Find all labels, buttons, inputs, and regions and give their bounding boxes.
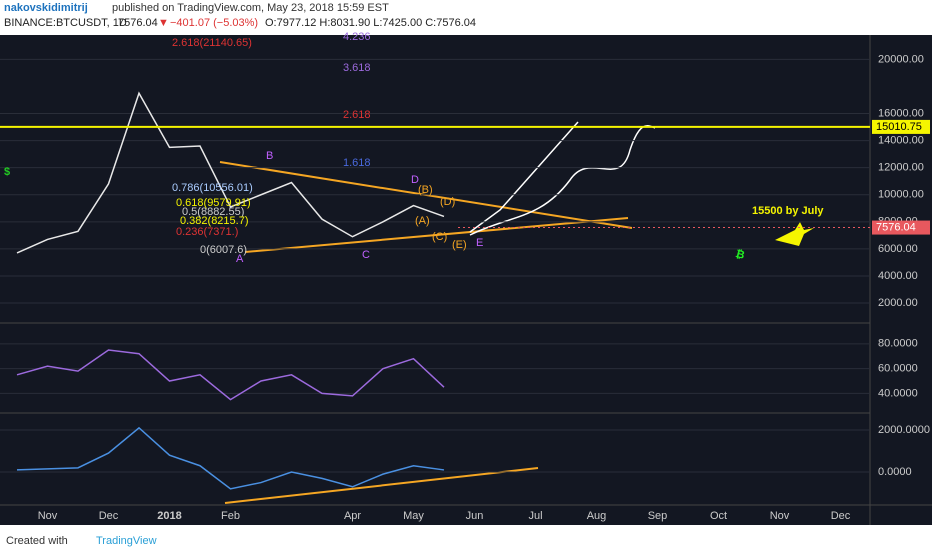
price-tag <box>872 119 930 134</box>
footer-created: Created with <box>6 535 68 547</box>
x-tick-label: Dec <box>831 510 851 522</box>
y-tick-label: 4000.00 <box>878 270 918 282</box>
y-tick-label: 0.0000 <box>878 466 912 478</box>
y-tick-label: 6000.00 <box>878 243 918 255</box>
annotation: C <box>362 249 370 261</box>
x-tick-label: Feb <box>221 510 240 522</box>
symbol: BINANCE:BTCUSDT, 1D <box>4 17 127 29</box>
trend-line <box>244 217 629 253</box>
x-tick-label: Sep <box>648 510 668 522</box>
ohlc: O:7977.12 H:8031.90 L:7425.00 C:7576.04 <box>265 17 476 29</box>
annotation: 0.5(8882.55) <box>182 206 244 218</box>
annotation: $ <box>4 166 10 178</box>
annotation: 15500 by July <box>752 205 824 217</box>
price-tag <box>872 220 930 235</box>
price: 7576.04 <box>118 17 158 29</box>
annotation: (C) <box>432 231 447 243</box>
annotation: A <box>236 253 244 265</box>
chart-area <box>0 35 932 525</box>
x-tick-label: Nov <box>770 510 790 522</box>
annotation: 0.618(9579.91) <box>176 197 251 209</box>
x-tick-label: Nov <box>38 510 58 522</box>
annotation: 1.618 <box>343 157 371 169</box>
y-tick-label: 20000.00 <box>878 53 924 65</box>
annotation: 0.236(7371.) <box>176 226 238 238</box>
arrow: ▼ <box>158 17 169 29</box>
annotation: (A) <box>415 215 430 227</box>
footer-brand: TradingView <box>96 535 157 547</box>
annotation: 2.618(21140.65) <box>172 37 252 49</box>
x-tick-label: May <box>403 510 424 522</box>
x-tick-label: Aug <box>587 510 607 522</box>
annotation: (B) <box>418 184 433 196</box>
annotation: 4.236 <box>343 31 371 43</box>
projection-arrow <box>469 121 579 233</box>
annotation: D <box>411 174 419 186</box>
y-tick-label: 2000.0000 <box>878 424 930 436</box>
y-tick-label: 40.0000 <box>878 387 918 399</box>
annotation: (D) <box>440 196 455 208</box>
x-tick-label: Oct <box>710 510 727 522</box>
y-tick-label: 16000.00 <box>878 107 924 119</box>
y-tick-label: 14000.00 <box>878 135 924 147</box>
author: nakovskidimitrij <box>4 2 88 14</box>
data-line <box>16 426 445 490</box>
annotation: 0(6007.6) <box>200 244 247 256</box>
x-tick-label: Jul <box>528 510 542 522</box>
y-tick-label: 80.0000 <box>878 338 918 350</box>
price-tag-label: 7576.04 <box>876 221 916 233</box>
x-tick-label: 2018 <box>157 510 181 522</box>
data-line <box>16 91 445 254</box>
annotation: 2.618 <box>343 109 371 121</box>
trend-line <box>224 467 539 504</box>
y-tick-label: 12000.00 <box>878 162 924 174</box>
plane-icon <box>775 222 814 246</box>
y-tick-label: 2000.00 <box>878 297 918 309</box>
x-tick-label: Apr <box>344 510 361 522</box>
y-tick-label: 60.0000 <box>878 363 918 375</box>
svg-text:₿: ₿ <box>734 248 746 262</box>
bitcoin-logo: ₿ <box>734 248 746 262</box>
x-tick-label: Dec <box>99 510 119 522</box>
change: −401.07 (−5.03%) <box>170 17 258 29</box>
annotation: 3.618 <box>343 62 371 74</box>
x-tick-label: Jun <box>466 510 484 522</box>
price-tag-label: 15010.75 <box>876 121 922 133</box>
annotation: 0.786(10556.01) <box>172 182 253 194</box>
annotation: B <box>266 150 273 162</box>
annotation: 0.382(8215.7) <box>180 215 249 227</box>
data-line <box>16 349 445 401</box>
annotation: E <box>476 237 483 249</box>
y-tick-label: 10000.00 <box>878 189 924 201</box>
published: published on TradingView.com, May 23, 20… <box>112 2 389 14</box>
annotation: (E) <box>452 239 467 251</box>
